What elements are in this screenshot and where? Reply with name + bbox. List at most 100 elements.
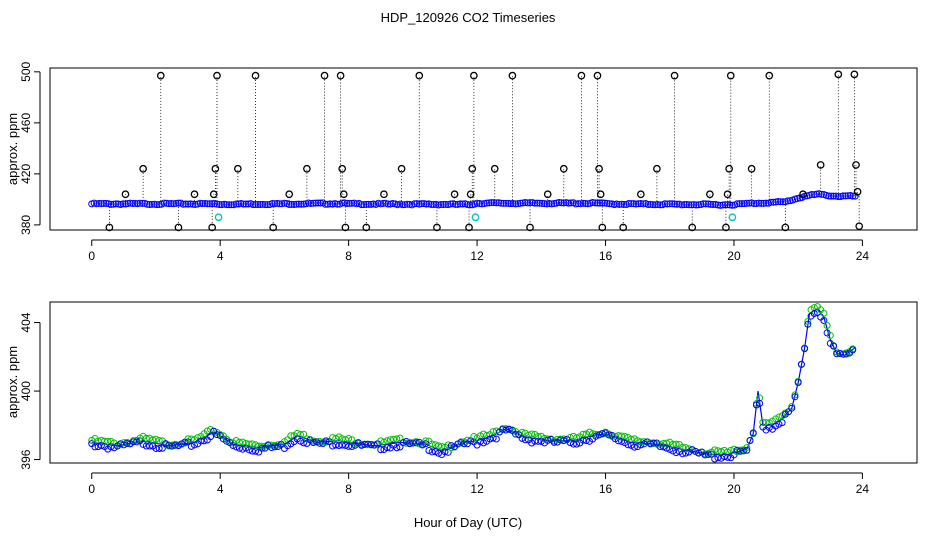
- baseline-point: [261, 201, 269, 209]
- outlier-point: [726, 71, 735, 80]
- baseline-point: [213, 200, 221, 208]
- baseline-point: [384, 200, 392, 208]
- top-x-tick-label: 20: [727, 249, 741, 263]
- secondary-point: [756, 394, 764, 402]
- series-point: [229, 441, 237, 449]
- baseline-point: [579, 199, 587, 207]
- series-point: [849, 346, 857, 354]
- outlier-point: [850, 70, 859, 79]
- series-point: [595, 431, 603, 439]
- series-point: [435, 449, 443, 457]
- baseline-point: [550, 200, 558, 208]
- series-point: [213, 431, 221, 439]
- secondary-point: [329, 434, 337, 442]
- secondary-point: [804, 317, 812, 325]
- series-point: [322, 437, 330, 445]
- baseline-point: [514, 200, 522, 208]
- baseline-point: [760, 199, 768, 207]
- baseline-point: [146, 201, 154, 209]
- baseline-point: [750, 200, 758, 208]
- series-point: [701, 451, 709, 459]
- baseline-point: [485, 199, 493, 207]
- baseline-point: [126, 199, 134, 207]
- outlier-point: [852, 161, 860, 169]
- outlier-point: [577, 71, 586, 80]
- secondary-point: [663, 439, 671, 447]
- baseline-point: [119, 200, 127, 208]
- baseline-point: [745, 199, 753, 207]
- secondary-point: [791, 391, 799, 399]
- baseline-point: [271, 200, 279, 208]
- baseline-point: [191, 200, 199, 208]
- baseline-point: [242, 200, 250, 208]
- top-x-tick-label: 4: [217, 249, 224, 263]
- outlier-point: [855, 222, 864, 231]
- baseline-point: [430, 200, 438, 208]
- series-point: [573, 440, 581, 448]
- baseline-point: [357, 201, 365, 209]
- secondary-point: [524, 431, 532, 439]
- secondary-point: [618, 432, 626, 440]
- baseline-point: [155, 200, 163, 208]
- series-point: [345, 442, 353, 450]
- series-point: [672, 449, 680, 457]
- baseline-point: [324, 200, 332, 208]
- bottom-x-tick-label: 0: [88, 482, 95, 496]
- baseline-point: [692, 201, 700, 209]
- secondary-point: [534, 432, 542, 440]
- series-point: [820, 316, 828, 324]
- baseline-point: [606, 200, 614, 208]
- baseline-point: [738, 200, 746, 208]
- baseline-point: [724, 201, 732, 209]
- secondary-point: [142, 434, 150, 442]
- secondary-point: [823, 321, 831, 329]
- baseline-point: [618, 200, 626, 208]
- baseline-point: [839, 192, 847, 200]
- outlier-point: [211, 164, 220, 173]
- baseline-point: [492, 199, 500, 207]
- baseline-point: [567, 199, 575, 207]
- series-point: [248, 447, 256, 455]
- baseline-point: [285, 200, 293, 208]
- baseline-point: [223, 201, 231, 209]
- top-x-tick-label: 16: [599, 249, 613, 263]
- baseline-point: [625, 199, 633, 207]
- outlier-point: [706, 190, 714, 199]
- figure-title: HDP_120926 CO2 Timeseries: [381, 10, 556, 25]
- baseline-point: [201, 199, 209, 207]
- baseline-point: [490, 199, 498, 207]
- baseline-point: [377, 200, 385, 208]
- series-point: [232, 443, 240, 451]
- baseline-point: [668, 200, 676, 208]
- series-point: [624, 441, 632, 449]
- baseline-point: [572, 200, 580, 208]
- baseline-point: [134, 200, 142, 208]
- flag-point: [728, 213, 737, 222]
- secondary-point: [184, 435, 192, 443]
- baseline-point: [153, 201, 161, 209]
- secondary-point: [345, 435, 353, 443]
- baseline-point: [309, 199, 317, 207]
- outlier-point: [781, 223, 790, 232]
- baseline-point: [755, 199, 763, 207]
- series-point: [357, 441, 365, 449]
- series-point: [749, 429, 757, 437]
- outlier-point: [596, 190, 605, 199]
- baseline-point: [273, 199, 281, 207]
- baseline-point: [254, 201, 262, 209]
- baseline-point: [630, 200, 638, 208]
- secondary-point: [393, 435, 401, 443]
- outlier-point: [543, 190, 552, 199]
- baseline-point: [709, 200, 717, 208]
- baseline-point: [733, 200, 741, 208]
- baseline-point: [536, 199, 544, 207]
- baseline-point: [362, 200, 370, 208]
- baseline-point: [654, 201, 662, 209]
- baseline-point: [591, 199, 599, 207]
- baseline-point: [410, 200, 418, 208]
- baseline-point: [813, 190, 821, 198]
- outlier-point: [595, 164, 603, 173]
- baseline-point: [333, 200, 341, 208]
- secondary-point: [640, 438, 648, 446]
- baseline-point: [264, 201, 272, 209]
